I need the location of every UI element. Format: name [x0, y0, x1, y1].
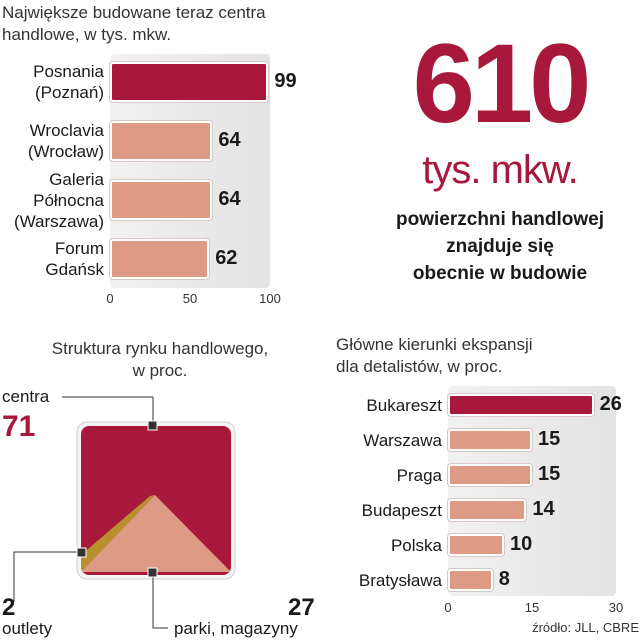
- bar: [110, 180, 213, 220]
- bar: [448, 569, 493, 591]
- category-label: Bratysława: [358, 570, 442, 590]
- bar: [448, 534, 504, 556]
- outlety-marker: [76, 547, 87, 558]
- pie-value-centra: 71: [2, 410, 36, 443]
- headline-unit: tys. mkw.: [422, 148, 578, 192]
- x-tick-label: 30: [608, 600, 624, 615]
- category-label: Posnania (Poznań): [33, 62, 104, 102]
- bar-value-label: 26: [599, 393, 622, 415]
- bar: [110, 121, 213, 161]
- x-tick-label: 15: [524, 600, 540, 615]
- bar-value-label: 14: [532, 498, 555, 520]
- category-label: Praga: [396, 465, 442, 485]
- pie-label-outlety: outlety: [2, 619, 53, 638]
- headline-text: powierzchni handlowej znajduje się obecn…: [396, 209, 604, 284]
- chart1-title: Największe budowane teraz centra handlow…: [2, 3, 266, 44]
- plot-background: [448, 386, 616, 596]
- centra-marker: [147, 420, 158, 431]
- x-tick-label: 100: [259, 291, 281, 306]
- bar-value-label: 10: [510, 533, 533, 555]
- bar-value-label: 15: [538, 463, 561, 485]
- pie-slice-parki: [81, 495, 231, 572]
- bar-value-label: 64: [218, 129, 241, 151]
- chart2-title: Struktura rynku handlowego, w proc.: [51, 339, 269, 380]
- x-tick-label: 0: [444, 600, 452, 615]
- bar: [110, 239, 210, 279]
- pie-chart: [13, 396, 236, 629]
- parki-leader: [152, 572, 168, 629]
- pie-label-centra: centra: [2, 387, 50, 406]
- parki-marker: [147, 567, 158, 578]
- pie-value-outlety: 2: [2, 594, 16, 621]
- x-tick-label: 0: [106, 291, 114, 306]
- x-tick-label: 50: [182, 291, 198, 306]
- category-label: Bukareszt: [366, 395, 442, 415]
- category-label: Budapeszt: [361, 500, 442, 520]
- bar-value-label: 64: [218, 188, 241, 210]
- chart3-title: Główne kierunki ekspansji dla detalistów…: [336, 335, 533, 376]
- category-label: Warszawa: [363, 430, 442, 450]
- category-label: Galeria Północna (Warszawa): [13, 169, 104, 231]
- bar: [448, 429, 532, 451]
- headline-number: 610: [412, 21, 592, 146]
- category-label: Forum Gdańsk: [45, 239, 104, 279]
- bar: [448, 394, 594, 416]
- category-label: Wroclavia (Wrocław): [27, 121, 104, 161]
- outlety-leader: [13, 551, 81, 602]
- bar-value-label: 99: [274, 70, 297, 92]
- bar-value-label: 15: [538, 428, 561, 450]
- category-label: Polska: [390, 535, 442, 555]
- source-note: źródło: JLL, CBRE: [532, 620, 639, 635]
- pie-label-parki: parki, magazyny: [174, 619, 298, 638]
- bar: [448, 499, 527, 521]
- bar-value-label: 62: [215, 247, 238, 269]
- bar: [448, 464, 532, 486]
- pie-value-parki: 27: [288, 594, 315, 621]
- bar: [110, 62, 269, 102]
- bar-value-label: 8: [498, 568, 510, 590]
